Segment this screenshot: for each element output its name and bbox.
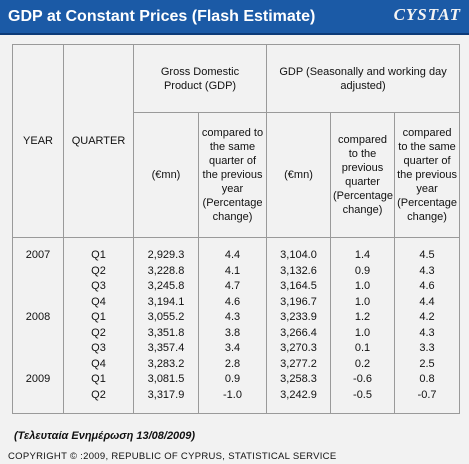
data-cell: Q3 [63,341,134,357]
header-cell: Gross Domestic Product (GDP) [132,44,268,113]
year-cell [12,387,64,414]
data-cell: 3,245.8 [133,279,199,295]
data-cell: 4.4 [197,237,268,264]
data-cell: 3,277.2 [266,356,332,372]
header-cell: compared to the same quarter of the prev… [394,112,461,238]
data-cell: 3,104.0 [266,237,332,264]
data-cell: Q4 [63,356,134,372]
data-cell: -0.7 [394,387,461,414]
data-cell: 1.0 [330,279,396,295]
data-cell: 3.3 [394,341,461,357]
data-cell: 4.2 [394,310,461,326]
data-cell: 4.5 [394,237,461,264]
data-cell: 2.8 [197,356,268,372]
year-cell [12,279,64,295]
data-cell: Q4 [63,294,134,310]
table-row: Q3 3,245.8 4.7 3,164.5 1.0 4.6 [12,279,461,295]
data-cell: 3,266.4 [266,325,332,341]
data-cell: -0.5 [330,387,396,414]
table-body: 2007 Q1 2,929.3 4.4 3,104.0 1.4 4.5 Q2 3,228.8 4.… [12,237,461,414]
data-cell: 1.0 [330,294,396,310]
header-cell: (€mn) [266,112,332,238]
year-cell: 2008 [12,310,64,326]
year-cell [12,341,64,357]
data-cell: -1.0 [197,387,268,414]
data-cell: 4.6 [197,294,268,310]
header-cell: compared to the previous quarter (Percen… [330,112,396,238]
logo: CYSTAT [393,5,461,24]
table-row: Q4 3,194.1 4.6 3,196.7 1.0 4.4 [12,294,461,310]
data-cell: 3,351.8 [133,325,199,341]
data-cell: 1.0 [330,325,396,341]
last-updated: (Τελευταία Ενημέρωση 13/08/2009) [14,430,196,442]
data-cell: Q1 [63,310,134,326]
data-cell: Q2 [63,387,134,414]
table-row: Q3 3,357.4 3.4 3,270.3 0.1 3.3 [12,341,461,357]
data-cell: Q2 [63,263,134,279]
title: GDP at Constant Prices (Flash Estimate) [8,8,316,25]
table-row: Q2 3,351.8 3.8 3,266.4 1.0 4.3 [12,325,461,341]
data-cell: 4.3 [197,310,268,326]
data-cell: 3,196.7 [266,294,332,310]
data-cell: 4.6 [394,279,461,295]
data-cell: 4.4 [394,294,461,310]
data-cell: 4.3 [394,325,461,341]
data-cell: 3,228.8 [133,263,199,279]
year-cell: 2009 [12,372,64,388]
data-cell: 0.1 [330,341,396,357]
table-row: 2007 Q1 2,929.3 4.4 3,104.0 1.4 4.5 [12,237,461,264]
header-cell: GDP (Seasonally and working day adjusted… [266,44,461,113]
data-cell: 0.9 [330,263,396,279]
table-row: 2008 Q1 3,055.2 4.3 3,233.9 1.2 4.2 [12,310,461,326]
data-cell: 1.4 [330,237,396,264]
header-cell: compared to the same quarter of the prev… [197,112,268,238]
data-cell: Q1 [63,372,134,388]
data-cell: Q2 [63,325,134,341]
table-row: Q2 3,228.8 4.1 3,132.6 0.9 4.3 [12,263,461,279]
data-cell: 3,270.3 [266,341,332,357]
table-row: 2009 Q1 3,081.5 0.9 3,258.3 -0.6 0.8 [12,372,461,388]
data-cell: -0.6 [330,372,396,388]
data-cell: 3,283.2 [133,356,199,372]
table-row: Q2 3,317.9 -1.0 3,242.9 -0.5 -0.7 [12,387,461,414]
data-cell: 3,132.6 [266,263,332,279]
data-cell: 3,164.5 [266,279,332,295]
data-cell: 4.1 [197,263,268,279]
data-cell: 3.4 [197,341,268,357]
data-cell: 3,055.2 [133,310,199,326]
header-cell: (€mn) [133,112,199,238]
data-cell: 0.8 [394,372,461,388]
data-cell: 3,233.9 [266,310,332,326]
data-cell: Q1 [63,237,134,264]
copyright: COPYRIGHT © :2009, REPUBLIC OF CYPRUS, S… [8,451,337,462]
year-cell [12,263,64,279]
table-row: Q4 3,283.2 2.8 3,277.2 0.2 2.5 [12,356,461,372]
title-bar: GDP at Constant Prices (Flash Estimate) … [0,0,469,35]
data-cell: 3,081.5 [133,372,199,388]
data-cell: 3,357.4 [133,341,199,357]
data-cell: 2.5 [394,356,461,372]
data-cell: 0.2 [330,356,396,372]
data-cell: 4.7 [197,279,268,295]
year-cell: 2007 [12,237,64,264]
data-cell: 2,929.3 [133,237,199,264]
data-cell: 0.9 [197,372,268,388]
year-cell [12,325,64,341]
data-cell: 3,258.3 [266,372,332,388]
data-cell: 3,242.9 [266,387,332,414]
data-cell: 3,317.9 [133,387,199,414]
data-cell: Q3 [63,279,134,295]
data-cell: 4.3 [394,263,461,279]
header-cell: QUARTER [63,44,134,238]
data-cell: 3.8 [197,325,268,341]
data-cell: 1.2 [330,310,396,326]
year-cell [12,356,64,372]
data-cell: 3,194.1 [133,294,199,310]
year-cell [12,294,64,310]
header-cell: YEAR [12,44,64,238]
gdp-table: YEAR QUARTER Gross Domestic Product (GDP… [12,44,461,414]
